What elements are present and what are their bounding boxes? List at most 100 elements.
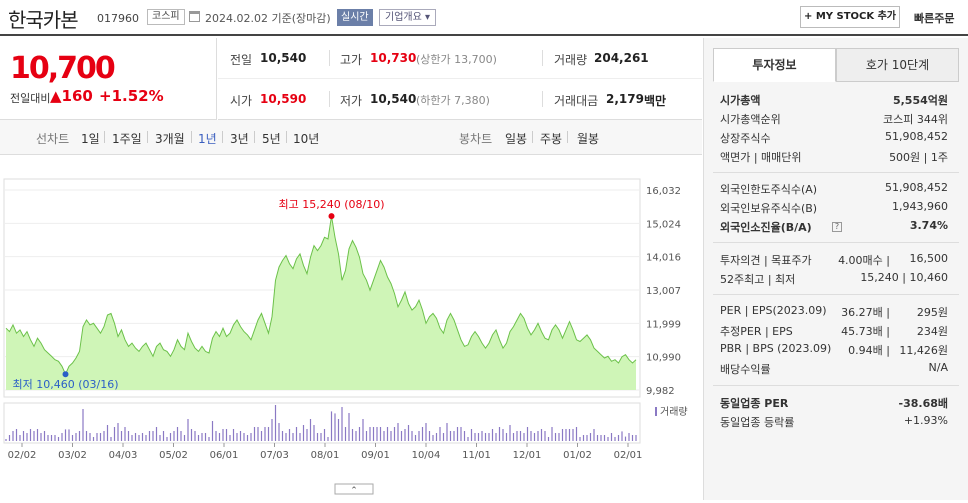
volume-bar — [337, 419, 340, 441]
volume-bar — [484, 433, 487, 441]
volume-bar — [225, 429, 228, 441]
volume-bar — [540, 429, 543, 441]
x-tick-label: 02/02 — [8, 450, 37, 461]
volume-bar — [526, 427, 529, 441]
volume-bar — [491, 429, 494, 441]
chart-toolbar: 선차트 1일 1주일 3개월 1년 3년 5년 10년 봉차트 일봉 주봉 월봉 — [0, 120, 702, 155]
volume-bar — [260, 431, 263, 441]
volume-bar — [351, 429, 354, 441]
x-tick-label: 11/01 — [462, 450, 491, 461]
candle-weekly[interactable]: 주봉 — [540, 132, 563, 146]
prev-close-label: 전일 — [230, 53, 253, 67]
low-label: 저가 — [340, 94, 363, 108]
candle-monthly[interactable]: 월봉 — [577, 132, 600, 146]
volume-bar — [362, 419, 364, 441]
x-tick-label: 06/01 — [210, 450, 239, 461]
volume-bar — [271, 419, 273, 441]
x-tick-label: 12/01 — [513, 450, 542, 461]
volume-bar — [267, 427, 270, 441]
low-value: 10,540 — [370, 92, 417, 106]
volume-bar — [29, 429, 32, 441]
high-value: 10,730 — [370, 51, 417, 65]
period-5y[interactable]: 5년 — [262, 132, 281, 146]
volume-bar — [439, 427, 441, 441]
period-3m[interactable]: 3개월 — [155, 132, 185, 146]
y-tick-label: 10,990 — [646, 353, 681, 364]
volume-bar — [341, 407, 343, 441]
volume-bar — [148, 431, 151, 441]
period-3y[interactable]: 3년 — [230, 132, 249, 146]
volume-bar — [313, 425, 315, 441]
volume-bar — [355, 431, 357, 441]
volume-bar — [376, 427, 378, 441]
volume-bar — [561, 429, 564, 441]
volume-bar — [425, 423, 427, 441]
realtime-button[interactable]: 실시간 — [337, 9, 373, 26]
volume-bar — [78, 431, 81, 441]
price-stats: 전일 10,540 고가 10,730 (상한가 13,700) 거래량 204… — [218, 38, 702, 120]
volume-bar — [579, 437, 581, 441]
volume-bar — [393, 427, 396, 441]
plot-frame — [3, 178, 641, 398]
volume-bar — [222, 429, 224, 441]
x-tick-label: 02/01 — [614, 450, 643, 461]
volume-bar — [603, 435, 606, 441]
y-tick-label: 15,024 — [646, 219, 681, 230]
volume-bar — [47, 435, 49, 441]
volume-bar — [54, 435, 56, 441]
volume-bar — [631, 435, 634, 441]
volume-legend-swatch — [655, 407, 657, 416]
period-1w[interactable]: 1주일 — [112, 132, 142, 146]
volume-bar — [22, 431, 25, 441]
volume-bar — [330, 411, 333, 441]
volume-bar — [617, 435, 620, 441]
volume-bar — [498, 427, 501, 441]
info-row-cap-rank: 시가총액순위 코스피 344위 — [720, 113, 948, 126]
candle-daily[interactable]: 일봉 — [505, 132, 528, 146]
change-label: 전일대비 — [10, 92, 51, 105]
volume-bar — [26, 433, 28, 441]
company-overview-dropdown[interactable]: 기업개요 ▾ — [379, 9, 436, 26]
add-my-stock-button[interactable]: + MY STOCK 추가 — [800, 6, 900, 28]
period-1y[interactable]: 1년 — [198, 132, 217, 146]
volume-bar — [40, 433, 42, 441]
info-row-dividend: 배당수익률 N/A — [720, 361, 948, 376]
volume-bar — [134, 433, 137, 441]
volume-bar — [131, 435, 133, 441]
volume-bar — [316, 433, 319, 441]
volume-bar — [519, 431, 522, 441]
volume-bar — [92, 437, 95, 441]
tab-investment-info[interactable]: 투자정보 — [713, 48, 836, 82]
volume-bar — [474, 433, 476, 441]
volume-bar — [8, 435, 11, 441]
volume-bar — [551, 427, 553, 441]
tab-order-book[interactable]: 호가 10단계 — [836, 48, 959, 82]
volume-legend-label: 거래량 — [660, 406, 688, 418]
volume-bar — [516, 431, 518, 441]
period-1d[interactable]: 1일 — [81, 132, 100, 146]
chart-collapse-button[interactable] — [334, 483, 374, 495]
volume-bar — [383, 431, 385, 441]
volume-bar — [19, 435, 21, 441]
volume-bar — [127, 431, 130, 441]
volume-bar — [36, 429, 39, 441]
volume-bar — [435, 433, 438, 441]
market-badge: 코스피 — [147, 9, 185, 25]
volume-bar — [236, 433, 238, 441]
period-10y[interactable]: 10년 — [293, 132, 320, 146]
volume-bar — [162, 431, 165, 441]
min-label: 최저 10,460 (03/16) — [12, 378, 118, 391]
volume-bar — [470, 429, 473, 441]
volume-bar — [306, 429, 308, 441]
price-chart[interactable]: 16,032 15,024 14,016 13,007 11,999 10,990 9,98… — [0, 155, 702, 500]
help-icon[interactable]: ? — [832, 222, 842, 232]
stock-name: 한국카본 — [8, 8, 79, 32]
volume-bar — [397, 423, 399, 441]
quick-order-button[interactable]: 빠른주문 — [914, 12, 955, 25]
volume-bar — [547, 437, 550, 441]
open-label: 시가 — [230, 94, 253, 108]
volume-bar — [250, 433, 252, 441]
x-tick-label: 01/02 — [563, 450, 592, 461]
x-tick-label: 04/03 — [109, 450, 138, 461]
volume-bar — [33, 431, 35, 441]
